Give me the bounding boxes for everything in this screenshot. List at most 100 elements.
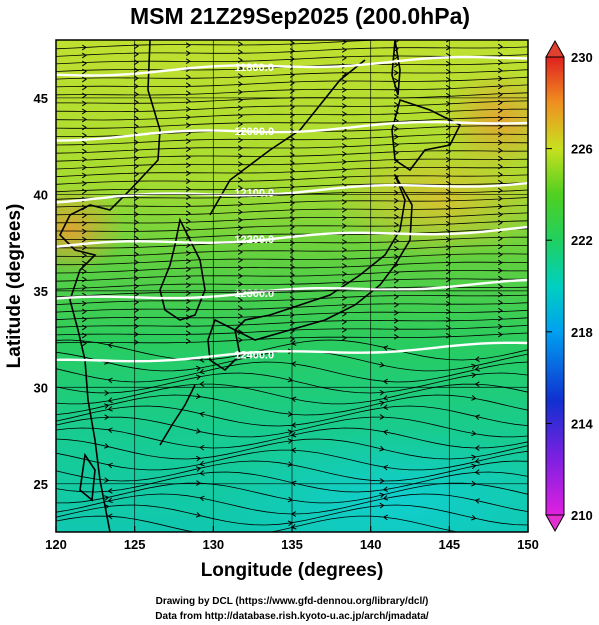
wind-arrow	[445, 124, 451, 131]
y-tick-label: 35	[34, 284, 48, 299]
wind-arrow	[474, 366, 480, 372]
wind-arrow	[341, 327, 347, 333]
wind-arrow	[474, 414, 480, 420]
wind-arrow	[497, 59, 503, 66]
x-tick-label: 130	[202, 537, 224, 552]
x-tick-label: 135	[281, 537, 303, 552]
wind-arrow	[471, 454, 477, 461]
wind-arrow	[237, 113, 243, 119]
wind-arrow	[497, 219, 503, 226]
wind-arrow	[474, 498, 480, 504]
wind-arrow	[133, 291, 139, 298]
wind-arrow	[445, 40, 451, 43]
wind-arrow	[195, 428, 202, 434]
wind-arrow	[497, 43, 503, 50]
wind-arrow	[393, 253, 399, 260]
wind-arrow	[133, 323, 139, 330]
wind-arrow	[471, 395, 477, 401]
wind-arrow	[185, 210, 191, 217]
wind-arrow	[185, 330, 191, 337]
wind-arrow	[237, 73, 243, 79]
wind-arrow	[497, 195, 503, 202]
wind-arrow	[133, 115, 139, 122]
wind-arrow	[289, 296, 295, 302]
wind-arrow	[382, 404, 389, 410]
wind-arrow	[133, 315, 139, 322]
contour-label: 11800.0	[235, 62, 274, 74]
wind-arrow	[289, 240, 295, 246]
wind-arrow	[185, 50, 191, 57]
wind-arrow	[185, 58, 191, 65]
wind-arrow	[341, 215, 347, 221]
wind-arrow	[185, 226, 191, 233]
wind-arrow	[185, 114, 191, 121]
wind-arrow	[476, 533, 480, 538]
wind-arrow	[237, 81, 243, 87]
wind-arrow	[81, 164, 87, 171]
wind-arrow	[81, 212, 87, 219]
contour-label: 12400.0	[234, 350, 274, 362]
wind-arrow	[471, 430, 477, 437]
wind-arrow	[185, 82, 191, 89]
wind-arrow	[185, 170, 191, 177]
wind-arrow	[474, 356, 480, 362]
wind-arrow	[445, 212, 451, 219]
wind-arrow	[237, 161, 243, 167]
wind-arrow	[341, 303, 347, 309]
wind-arrow	[133, 195, 139, 202]
wind-arrow	[445, 100, 451, 107]
wind-arrow	[185, 186, 191, 193]
lat-lon-grid	[56, 40, 528, 532]
wind-arrow	[195, 455, 202, 462]
wind-arrow	[289, 152, 295, 158]
wind-arrow	[237, 257, 243, 263]
wind-arrow	[185, 98, 191, 105]
wind-arrow	[81, 140, 87, 147]
wind-arrow	[81, 220, 87, 227]
y-axis-label: Latitude (degrees)	[4, 204, 25, 369]
wind-arrow	[445, 92, 451, 99]
wind-arrow	[81, 268, 87, 275]
wind-arrow	[104, 390, 110, 396]
contour-label: 12100.0	[234, 188, 274, 200]
wind-arrow	[185, 162, 191, 169]
wind-arrow	[133, 227, 139, 234]
wind-arrow	[81, 76, 87, 83]
wind-arrow	[289, 280, 295, 286]
wind-arrow	[497, 275, 503, 282]
wind-arrow	[497, 267, 503, 274]
wind-arrow	[289, 104, 295, 110]
wind-arrow	[289, 80, 295, 86]
wind-arrow	[133, 51, 139, 58]
wind-arrow	[497, 179, 503, 186]
wind-arrow	[81, 188, 87, 195]
wind-arrow	[81, 68, 87, 75]
wind-arrow	[133, 299, 139, 306]
x-tick-label: 140	[360, 537, 382, 552]
ryukyu-islands	[159, 384, 196, 446]
wind-arrow	[289, 56, 295, 62]
wind-arrow	[133, 139, 139, 146]
colorbar-tick-label: 230	[571, 50, 593, 65]
wind-arrow	[81, 44, 87, 51]
wind-arrow	[237, 89, 243, 95]
wind-arrow	[237, 337, 243, 343]
wind-arrow	[471, 372, 477, 378]
wind-arrow	[185, 274, 191, 281]
plot-area: 11800.0 12000.0 12100.0 12200.0 12300.0 12400…	[56, 40, 528, 538]
wind-arrow	[237, 305, 243, 311]
wind-arrow	[107, 462, 113, 469]
wind-arrow	[81, 228, 87, 235]
y-axis: 25 30 35 40 45	[34, 91, 48, 492]
hokkaido-coastline	[391, 98, 462, 172]
wind-arrow	[497, 291, 503, 298]
wind-arrow	[341, 271, 347, 277]
wind-arrow	[81, 60, 87, 67]
wind-arrow	[104, 495, 110, 501]
sea-of-japan-north-coast	[209, 59, 366, 216]
wind-arrow	[289, 72, 295, 78]
wind-arrow	[341, 207, 347, 213]
wind-arrow	[445, 76, 451, 83]
wind-arrow	[497, 91, 503, 98]
wind-arrow	[81, 124, 87, 131]
